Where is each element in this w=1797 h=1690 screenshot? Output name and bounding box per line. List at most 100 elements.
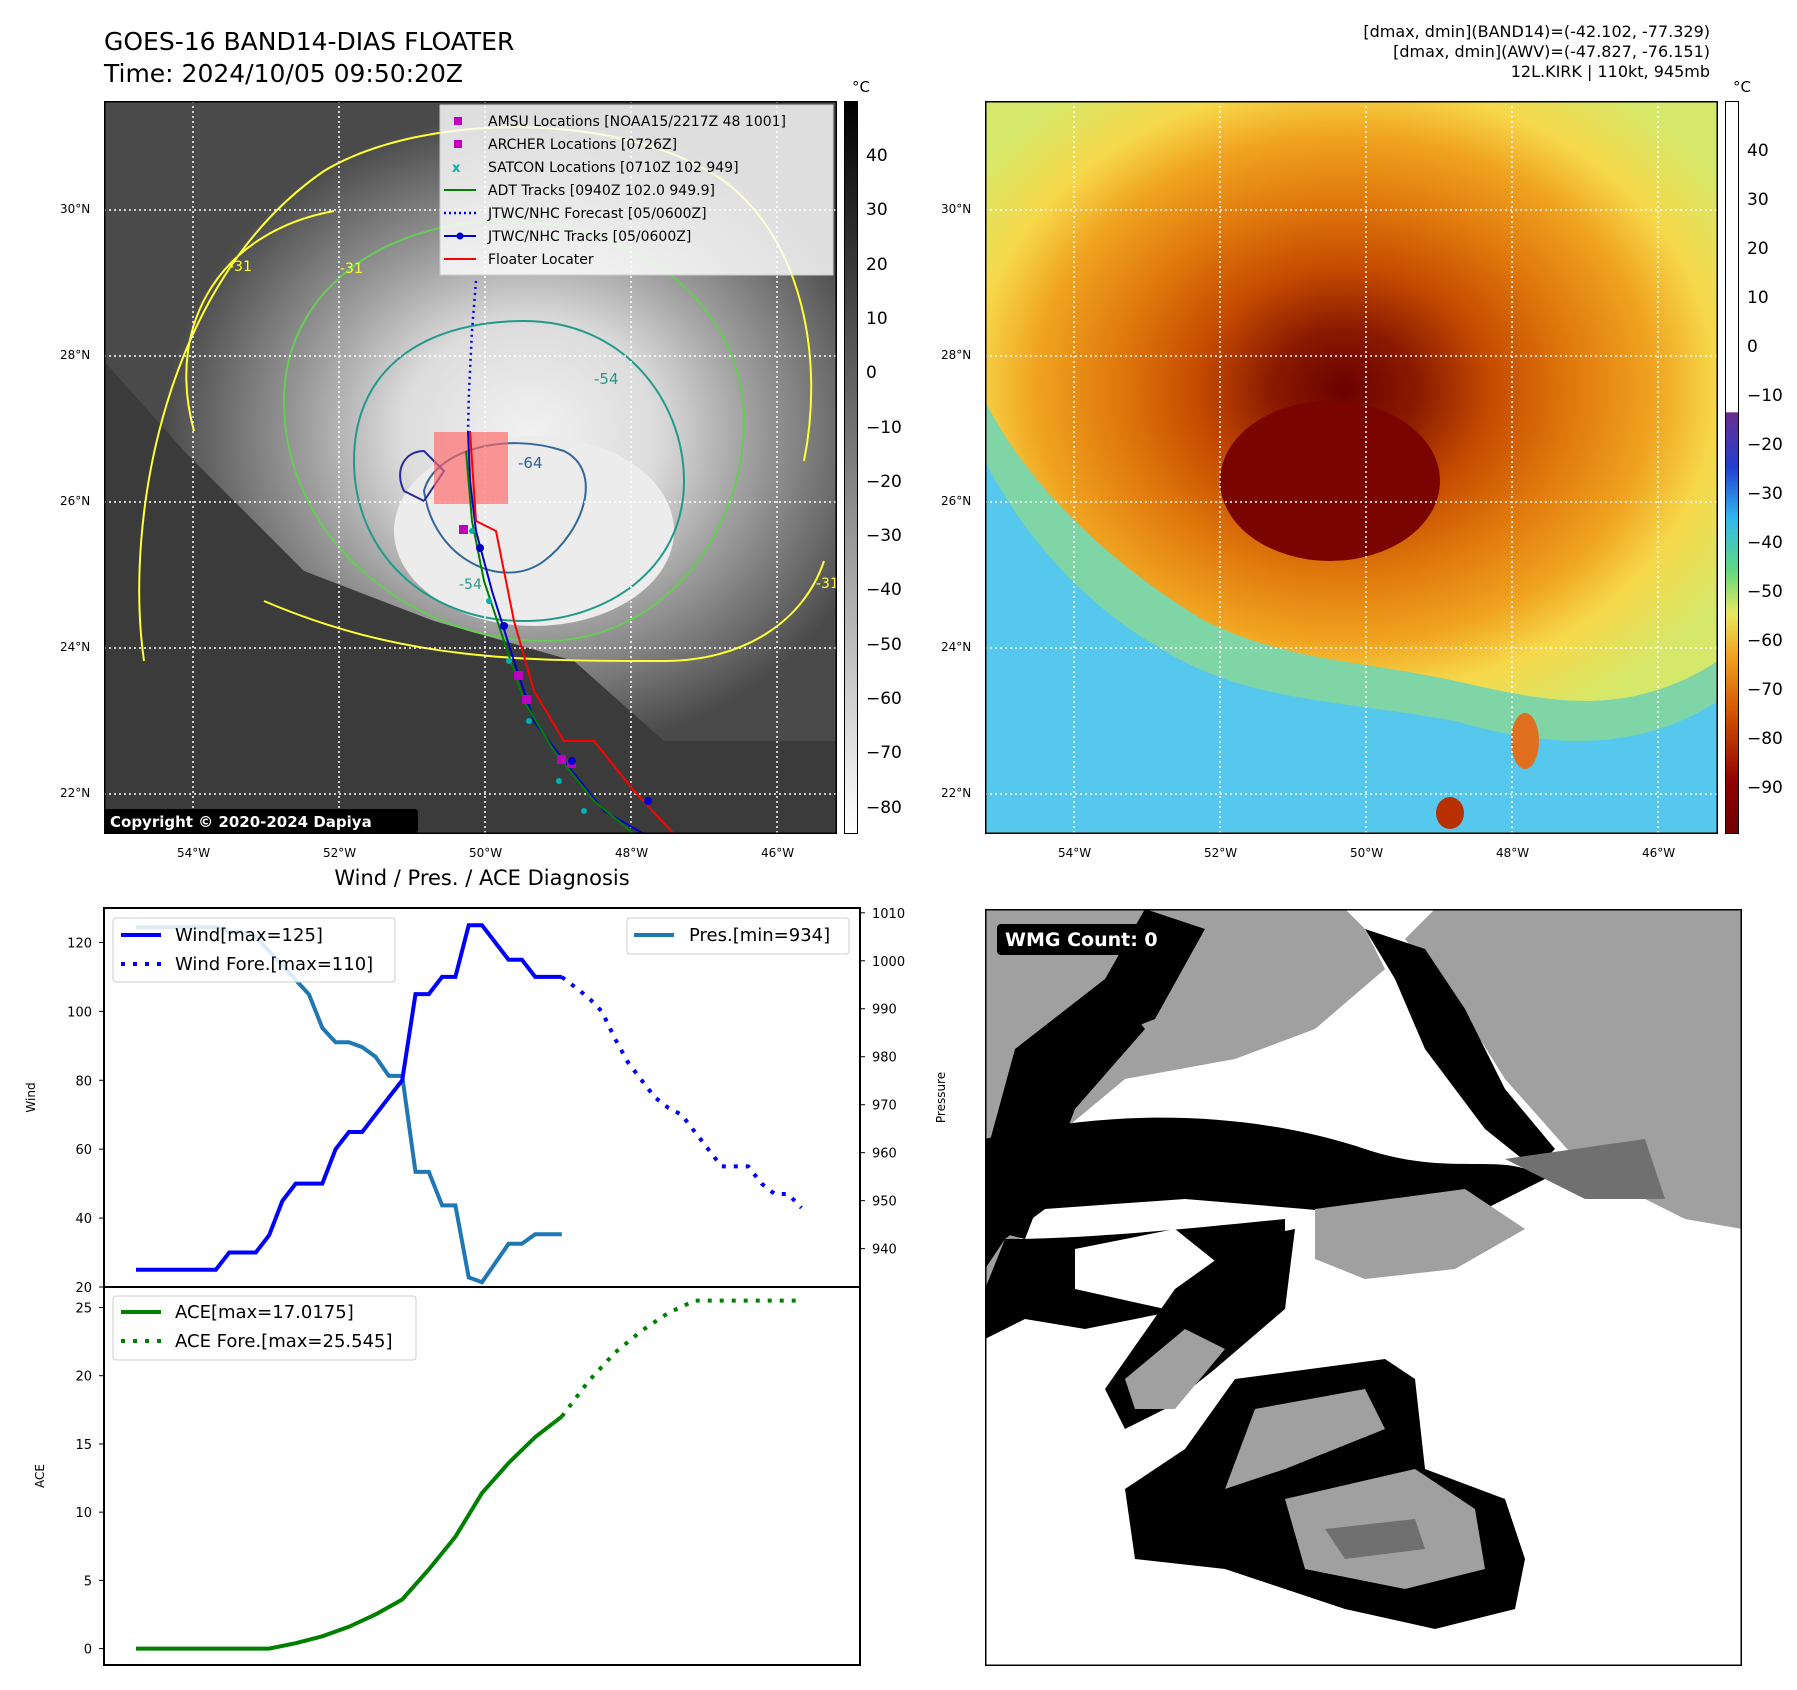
wind-forecast-legend-label: Wind Fore.[max=110] (175, 954, 373, 975)
awv-colorbar-tick: 10 (1747, 288, 1769, 308)
awv-frame (985, 101, 1718, 834)
awv-lat-label: 30°N (941, 202, 972, 216)
nhc-track (467, 430, 645, 834)
ace-series-line (136, 1415, 564, 1651)
awv-colorbar-tick: 30 (1747, 190, 1769, 210)
awv-lat-label: 24°N (941, 640, 972, 654)
wind-tick-label: 80 (75, 1074, 92, 1089)
contour-label-1: -31 (229, 259, 252, 275)
ir-colorbar-tick: −60 (866, 689, 902, 709)
ir-lat-label: 24°N (60, 640, 91, 654)
ir-legend (439, 104, 834, 276)
awv-colorbar-tick: −70 (1747, 680, 1783, 700)
ir-lat-label: 30°N (60, 202, 91, 216)
storm-info: 12L.KIRK | 110kt, 945mb (1510, 62, 1710, 81)
contour-yellow-south (263, 560, 825, 663)
awv-image-panel (985, 101, 1718, 834)
legend-archer: ARCHER Locations [0726Z] (488, 137, 677, 153)
awv-colorbar-tick: −60 (1747, 631, 1783, 651)
awv-colorbar-tick: 0 (1747, 337, 1758, 357)
diagnosis-title: Wind / Pres. / ACE Diagnosis (334, 866, 630, 890)
wind-tick-label: 20 (75, 1281, 92, 1296)
pressure-tick-label: 940 (872, 1243, 897, 1258)
wind-tick-label: 100 (67, 1005, 92, 1020)
contour-green (282, 219, 746, 643)
wmg-gray-sw (1125, 1329, 1225, 1409)
ace-tick-label: 15 (75, 1438, 92, 1453)
storm-stats-block: [dmax, dmin](BAND14)=(-42.102, -77.329) … (1363, 22, 1710, 82)
contour-label-5: -54 (459, 577, 482, 593)
diagnosis-chart: 1201008060402010101000990980970960950940… (24, 907, 948, 1666)
ir-colorbar-tick: 30 (866, 200, 888, 221)
ace-tick-label: 5 (84, 1574, 92, 1589)
legend-satcon: SATCON Locations [0710Z 102 949] (488, 160, 739, 176)
ir-lat-label: 22°N (60, 786, 91, 800)
pressure-tick-label: 970 (872, 1099, 897, 1114)
nhc-track-points (476, 544, 652, 805)
wmg-gray-speck-2 (1205, 979, 1305, 1009)
ir-colorbar (844, 101, 858, 834)
awv-lat-label: 22°N (941, 786, 972, 800)
pressure-tick-label: 1000 (872, 955, 905, 970)
awv-transition-band (985, 401, 1718, 741)
awv-colorbar (1725, 101, 1739, 834)
ir-colorbar-tick: −80 (866, 797, 902, 818)
wmg-badge-text: WMG Count: 0 (1005, 929, 1158, 951)
ace-tick-label: 10 (75, 1506, 92, 1521)
ace-tick-label: 25 (75, 1301, 92, 1316)
ir-colorbar-tick: −30 (866, 526, 902, 547)
ace-forecast-series-line (560, 1298, 802, 1418)
ace-legend (112, 1295, 417, 1361)
awv-colorbar-tick: 20 (1747, 239, 1769, 259)
awv-colorbar-tick: −80 (1747, 729, 1783, 749)
ir-colorbar-tick: −10 (866, 417, 902, 438)
ir-lat-label: 28°N (60, 348, 91, 362)
legend-forecast: JTWC/NHC Forecast [05/0600Z] (487, 206, 707, 222)
satcon-markers (469, 528, 587, 814)
ir-colorbar-tick: −20 (866, 471, 902, 492)
ir-lon-label: 46°W (761, 846, 795, 860)
legend-adt: ADT Tracks [0940Z 102.0 949.9] (488, 183, 715, 199)
awv-colorbar-tick: −50 (1747, 582, 1783, 602)
legend-satcon-marker: x (452, 161, 461, 176)
awv-lon-label: 48°W (1496, 846, 1530, 860)
stat-band14: [dmax, dmin](BAND14)=(-42.102, -77.329) (1363, 22, 1710, 41)
wmg-frame (985, 909, 1742, 1666)
wmg-black-ne (1365, 929, 1555, 1169)
awv-moisture-field (985, 101, 1718, 701)
nhc-forecast-track (466, 280, 478, 432)
wind-legend-label: Wind[max=125] (175, 925, 323, 946)
wmg-black-mid (985, 1117, 1545, 1269)
contour-yellow-inner (185, 210, 335, 432)
ace-tick-label: 20 (75, 1370, 92, 1385)
wmg-gray-mid (1315, 1189, 1525, 1279)
awv-eye-region (1220, 401, 1440, 561)
wind-forecast-series-line (560, 975, 803, 1210)
pressure-tick-label: 990 (872, 1003, 897, 1018)
figure-time: Time: 2024/10/05 09:50:20Z (104, 59, 463, 88)
ir-colorbar-unit: °C (852, 78, 870, 96)
ir-colorbar-tick: −70 (866, 743, 902, 764)
ir-lon-label: 50°W (469, 846, 503, 860)
awv-colorbar-tick: −20 (1747, 435, 1783, 455)
ace-axes-frame (103, 1286, 861, 1666)
wind-axis-label: Wind (24, 1082, 38, 1112)
legend-amsu-marker (454, 117, 462, 125)
legend-archer-marker (454, 140, 462, 148)
wind-tick-label: 40 (75, 1212, 92, 1227)
pressure-tick-label: 1010 (872, 907, 905, 922)
awv-lat-label: 26°N (941, 494, 972, 508)
ir-lon-label: 48°W (615, 846, 649, 860)
ir-image-panel: -31 -31 -54 -64 -54 -31 AMSU Locations [… (104, 101, 837, 834)
legend-floater: Floater Locater (488, 252, 594, 268)
awv-lon-label: 54°W (1058, 846, 1092, 860)
floater-track (469, 430, 675, 834)
wmg-badge (997, 924, 1174, 955)
copyright-badge (104, 809, 418, 833)
ir-legend-items: AMSU Locations [NOAA15/2217Z 48 1001] AR… (444, 114, 786, 268)
legend-amsu: AMSU Locations [NOAA15/2217Z 48 1001] (488, 114, 786, 130)
ir-frame (104, 101, 837, 834)
awv-lon-label: 52°W (1204, 846, 1238, 860)
ace-forecast-legend-label: ACE Fore.[max=25.545] (175, 1331, 393, 1352)
pressure-tick-label: 950 (872, 1195, 897, 1210)
